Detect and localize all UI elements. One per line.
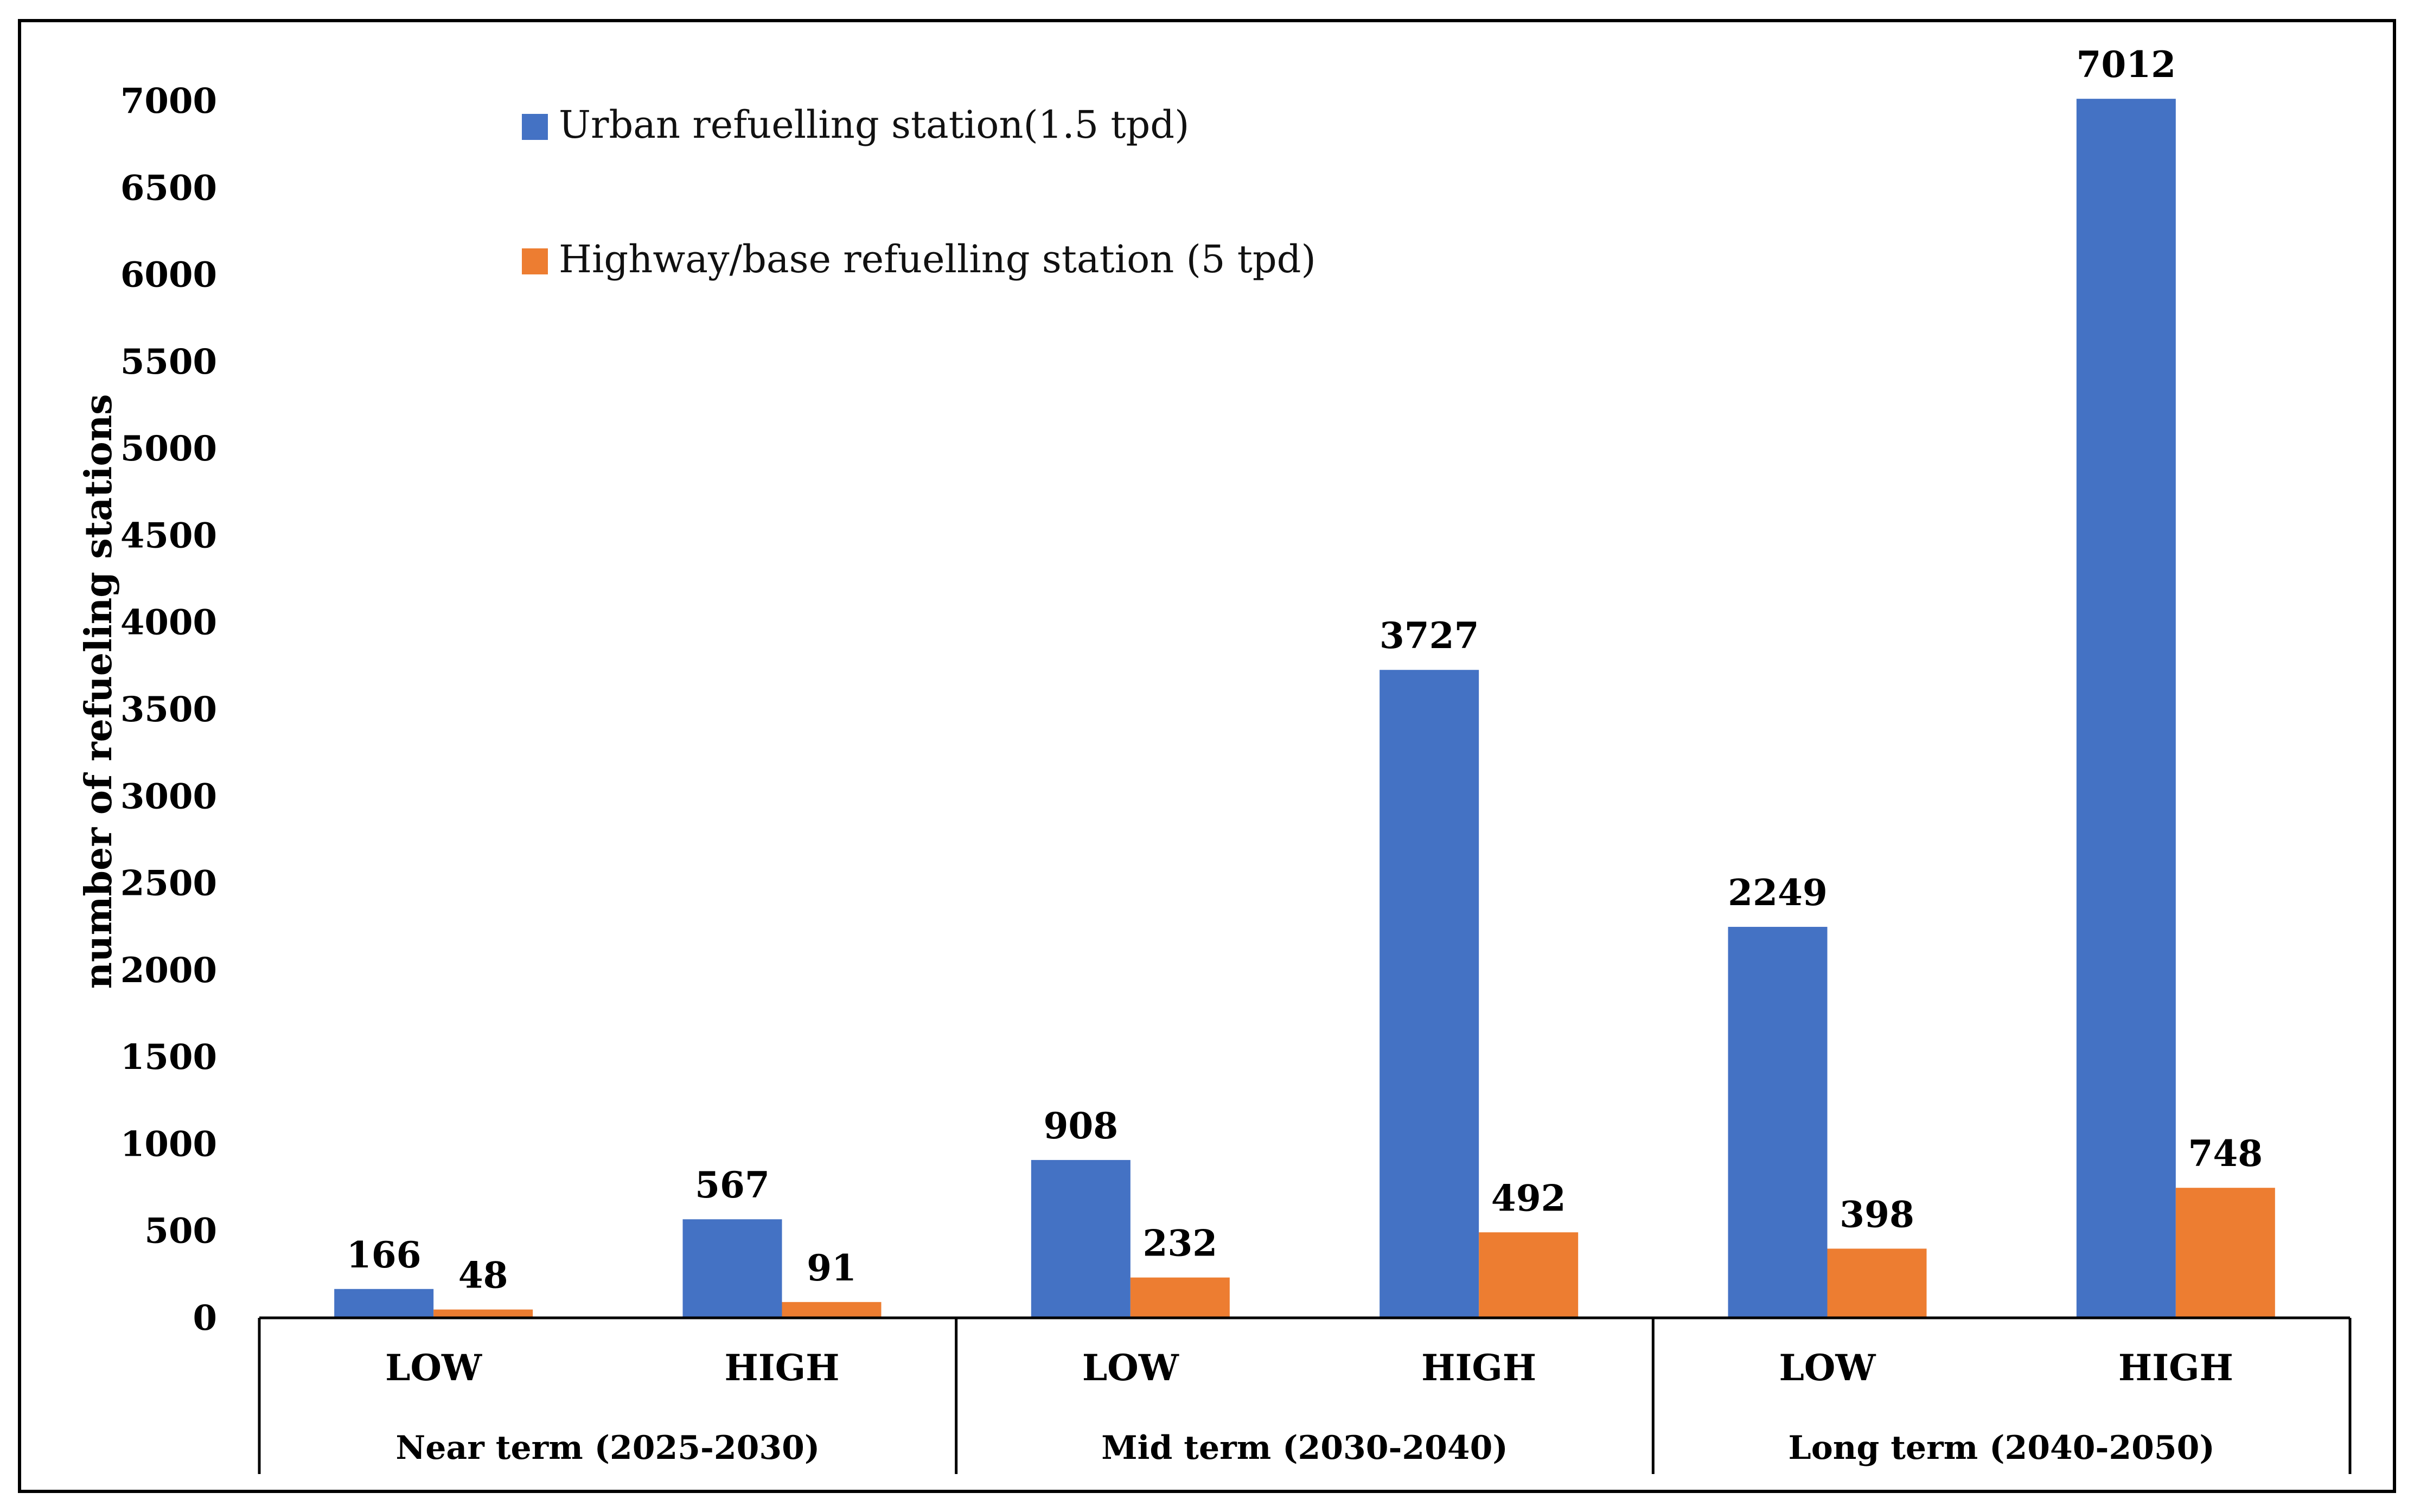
bar-urban-4 <box>1728 927 1828 1318</box>
category-label-1: HIGH <box>725 1347 840 1389</box>
y-tick-label-6500: 6500 <box>120 168 217 208</box>
y-tick-label-2500: 2500 <box>120 863 217 904</box>
group-label-1: Mid term (2030-2040) <box>1101 1429 1508 1467</box>
bar-urban-2 <box>1031 1159 1131 1318</box>
data-label-highway-0: 48 <box>458 1254 508 1297</box>
y-tick-label-7000: 7000 <box>120 81 217 121</box>
legend-label-urban: Urban refuelling station(1.5 tpd) <box>559 102 1189 147</box>
y-tick-label-4000: 4000 <box>120 603 217 643</box>
bar-highway-4 <box>1827 1248 1927 1318</box>
bar-urban-1 <box>682 1219 782 1318</box>
group-label-2: Long term (2040-2050) <box>1789 1429 2215 1467</box>
data-label-highway-5: 748 <box>2188 1132 2263 1175</box>
data-label-urban-2: 908 <box>1043 1105 1118 1147</box>
bar-highway-1 <box>782 1302 882 1318</box>
legend-swatch-urban <box>522 114 548 140</box>
y-tick-label-4500: 4500 <box>120 515 217 556</box>
data-label-highway-3: 492 <box>1491 1177 1566 1219</box>
y-tick-label-5000: 5000 <box>120 428 217 469</box>
data-labels: 166 567 908 3727 2249 7012 48 91 232 492 398 748 <box>347 43 2263 1296</box>
group-label-0: Near term (2025-2030) <box>395 1429 820 1467</box>
data-label-highway-4: 398 <box>1840 1193 1914 1235</box>
bar-urban-5 <box>2076 99 2176 1318</box>
legend-swatch-highway <box>522 248 548 274</box>
bar-urban-0 <box>334 1289 434 1318</box>
chart-frame <box>18 19 2396 1493</box>
y-tick-label-1500: 1500 <box>120 1037 217 1078</box>
data-label-highway-2: 232 <box>1142 1222 1217 1265</box>
legend-label-highway: Highway/base refuelling station (5 tpd) <box>559 237 1316 281</box>
category-label-5: HIGH <box>2118 1347 2233 1389</box>
category-label-3: HIGH <box>1421 1347 1536 1389</box>
y-axis-ticks: 0 500 1000 1500 2000 2500 3000 3500 4000 4500 5000… <box>120 81 217 1338</box>
y-tick-label-2000: 2000 <box>120 950 217 991</box>
data-label-urban-5: 7012 <box>2076 43 2176 86</box>
data-label-urban-3: 3727 <box>1380 614 1479 657</box>
bar-highway-0 <box>433 1309 533 1318</box>
y-tick-label-3500: 3500 <box>120 689 217 730</box>
x-axis: LOW HIGH Near term (2025-2030) LOW HIGH Mid t… <box>258 1316 2352 1474</box>
category-label-0: LOW <box>385 1347 482 1389</box>
y-tick-label-500: 500 <box>144 1211 217 1252</box>
category-label-2: LOW <box>1082 1347 1179 1389</box>
bar-highway-2 <box>1130 1277 1230 1318</box>
category-label-4: LOW <box>1779 1347 1876 1389</box>
legend: Urban refuelling station(1.5 tpd) Highway… <box>522 102 1316 281</box>
data-label-urban-0: 166 <box>347 1234 422 1276</box>
bar-highway-3 <box>1479 1232 1579 1318</box>
data-label-urban-1: 567 <box>695 1164 770 1206</box>
data-label-urban-4: 2249 <box>1728 872 1828 914</box>
y-tick-label-0: 0 <box>193 1298 217 1338</box>
y-tick-label-5500: 5500 <box>120 342 217 382</box>
y-tick-label-6000: 6000 <box>120 255 217 296</box>
y-tick-label-1000: 1000 <box>120 1124 217 1164</box>
y-axis-label: number of refueling stations <box>77 394 120 989</box>
data-label-highway-1: 91 <box>807 1247 857 1289</box>
bar-highway-5 <box>2175 1188 2275 1318</box>
bars <box>334 99 2275 1318</box>
y-tick-label-3000: 3000 <box>120 776 217 817</box>
bar-urban-3 <box>1380 670 1479 1318</box>
